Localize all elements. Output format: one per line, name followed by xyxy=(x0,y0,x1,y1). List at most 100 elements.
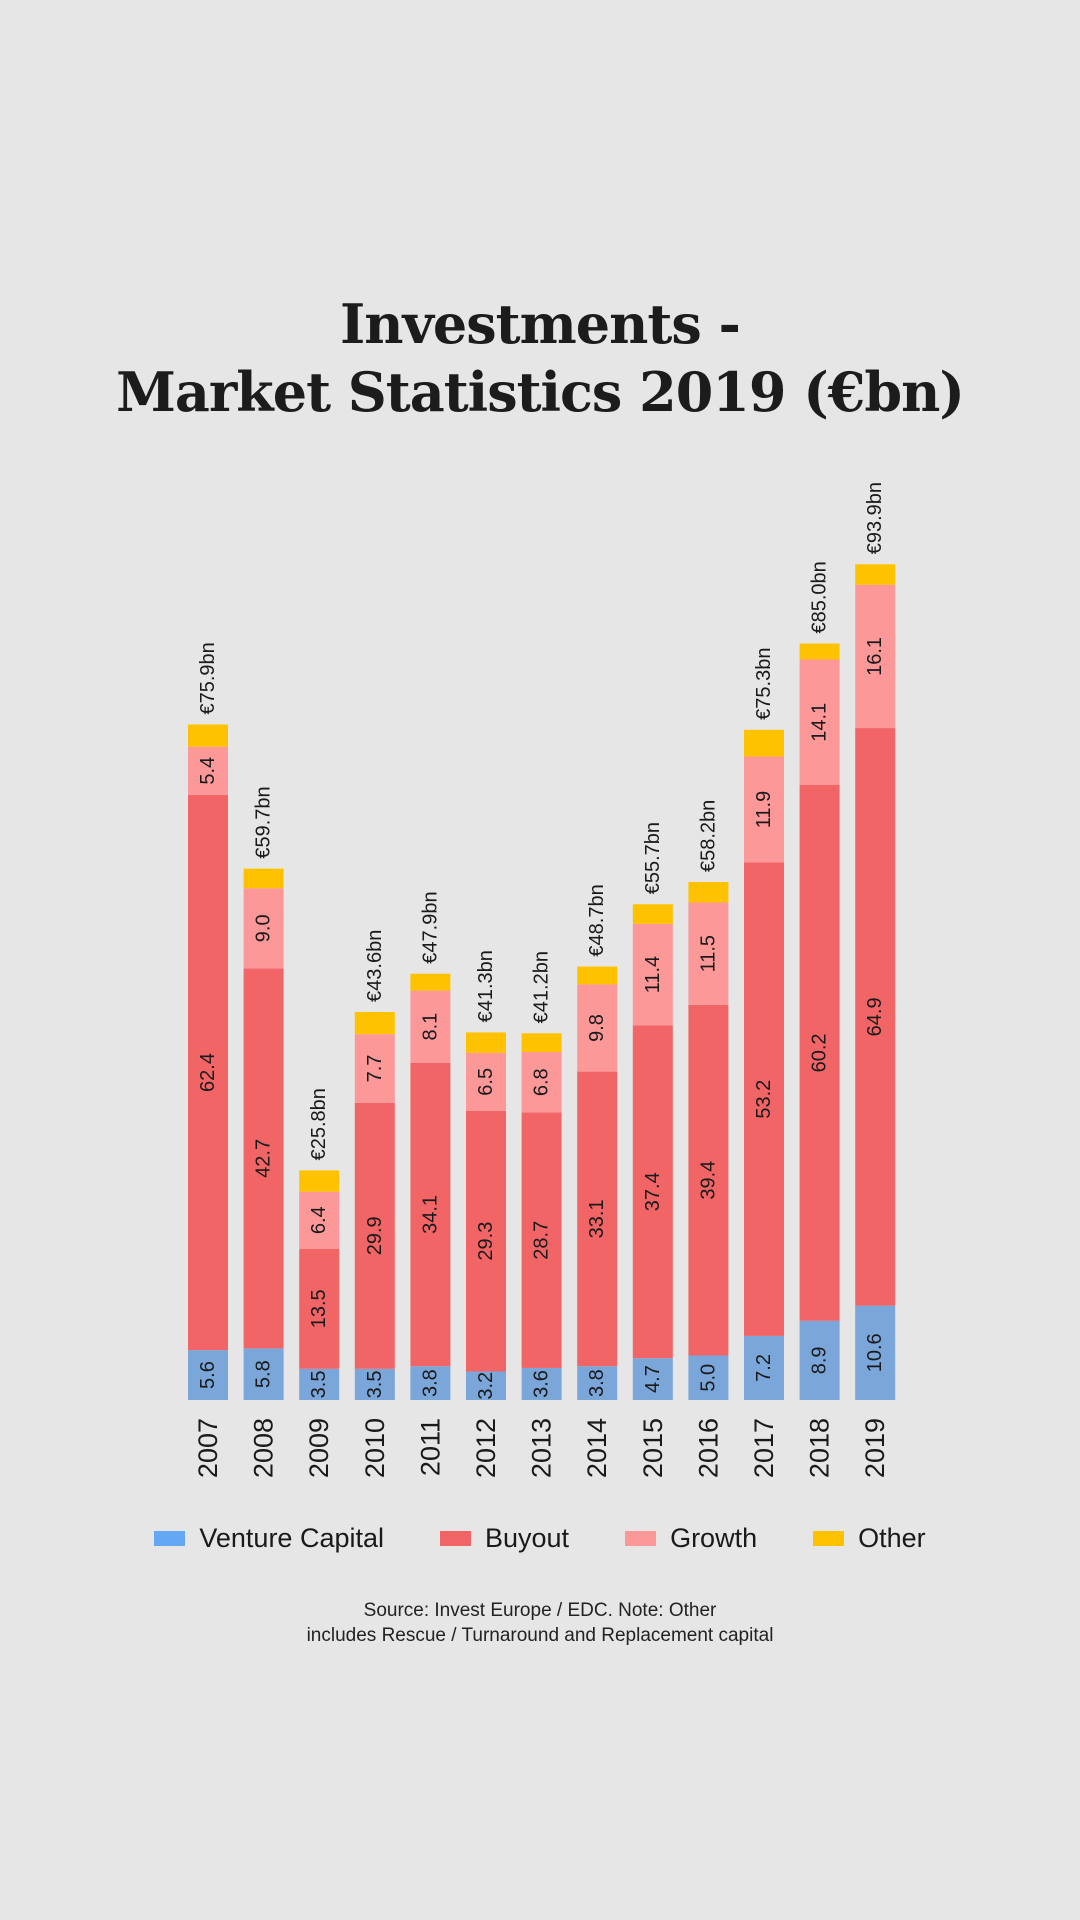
chart-title: Investments - Market Statistics 2019 (€b… xyxy=(0,290,1080,426)
data-label-buyout-2014: 33.1 xyxy=(586,1199,608,1238)
source-note-line-2: includes Rescue / Turnaround and Replace… xyxy=(306,1625,774,1646)
total-label-2019: €93.9bn xyxy=(864,482,886,554)
data-label-venture-capital-2019: 10.6 xyxy=(864,1333,886,1372)
data-label-growth-2018: 14.1 xyxy=(809,703,831,742)
legend-label-buyout: Buyout xyxy=(485,1523,570,1553)
data-label-buyout-2016: 39.4 xyxy=(697,1161,719,1200)
bar-segment-growth-2018 xyxy=(799,659,840,786)
data-label-growth-2009: 6.4 xyxy=(308,1206,330,1234)
legend-item-venture-capital: Venture Capital xyxy=(154,1523,384,1554)
legend-swatch-buyout xyxy=(440,1531,471,1546)
bar-segment-buyout-2018 xyxy=(799,785,840,1321)
bar-segment-growth-2013 xyxy=(521,1052,562,1113)
bar-segment-venture-capital-2012 xyxy=(466,1371,506,1400)
total-label-2012: €41.3bn xyxy=(475,950,497,1022)
data-label-venture-capital-2016: 5.0 xyxy=(697,1364,719,1392)
bar-segment-other-2012 xyxy=(466,1032,506,1053)
bar-segment-growth-2012 xyxy=(466,1052,506,1111)
legend-swatch-growth xyxy=(625,1531,657,1546)
bar-segment-buyout-2012 xyxy=(466,1110,506,1372)
data-label-buyout-2017: 53.2 xyxy=(753,1080,775,1119)
data-label-growth-2016: 11.5 xyxy=(697,935,719,972)
total-label-2013: €41.2bn xyxy=(531,951,553,1023)
legend-swatch-other xyxy=(813,1531,845,1546)
data-label-buyout-2009: 13.5 xyxy=(308,1289,330,1328)
total-label-2014: €48.7bn xyxy=(586,884,608,956)
bar-segment-buyout-2015 xyxy=(632,1025,673,1359)
bar-segment-buyout-2019 xyxy=(855,728,896,1306)
data-label-buyout-2012: 29.3 xyxy=(475,1222,497,1261)
bar-segment-other-2016 xyxy=(688,882,729,903)
data-label-venture-capital-2011: 3.8 xyxy=(419,1369,441,1397)
bar-segment-venture-capital-2013 xyxy=(521,1367,562,1400)
bar-segment-other-2013 xyxy=(521,1033,562,1053)
bar-segment-buyout-2009 xyxy=(299,1248,340,1369)
total-label-2017: €75.3bn xyxy=(753,648,775,720)
data-label-buyout-2013: 28.7 xyxy=(531,1221,553,1260)
bar-segment-venture-capital-2017 xyxy=(744,1335,784,1400)
bar-segment-growth-2015 xyxy=(632,923,673,1026)
bar-segment-other-2015 xyxy=(632,904,673,924)
x-tick-label-2019: 2019 xyxy=(860,1418,890,1478)
bar-segment-venture-capital-2010 xyxy=(354,1368,395,1400)
bar-segment-growth-2017 xyxy=(744,756,784,863)
bar-segment-venture-capital-2019 xyxy=(855,1305,896,1400)
bar-segment-other-2009 xyxy=(299,1170,340,1192)
bar-segment-other-2017 xyxy=(744,729,784,757)
bar-segment-other-2007 xyxy=(188,724,228,747)
total-label-2011: €47.9bn xyxy=(419,891,441,963)
data-label-growth-2019: 16.1 xyxy=(864,637,886,676)
x-tick-label-2011: 2011 xyxy=(415,1418,445,1476)
bar-segment-growth-2016 xyxy=(688,902,729,1005)
data-label-buyout-2018: 60.2 xyxy=(809,1033,831,1072)
bar-segment-buyout-2010 xyxy=(354,1102,395,1369)
bar-segment-growth-2009 xyxy=(299,1191,340,1249)
bar-segment-buyout-2007 xyxy=(188,794,228,1351)
total-label-2018: €85.0bn xyxy=(809,561,831,633)
bar-segment-other-2010 xyxy=(354,1011,395,1035)
legend-item-growth: Growth xyxy=(625,1523,757,1554)
bar-segment-buyout-2016 xyxy=(688,1004,729,1356)
bar-segment-buyout-2008 xyxy=(243,968,284,1349)
bar-segment-other-2011 xyxy=(410,973,451,991)
data-label-venture-capital-2018: 8.9 xyxy=(809,1346,831,1374)
x-tick-label-2016: 2016 xyxy=(693,1418,723,1478)
data-label-venture-capital-2012: 3.2 xyxy=(475,1372,497,1400)
x-tick-label-2010: 2010 xyxy=(360,1418,390,1478)
data-label-growth-2012: 6.5 xyxy=(475,1068,497,1096)
data-label-venture-capital-2007: 5.6 xyxy=(197,1361,219,1389)
bar-segment-buyout-2013 xyxy=(521,1112,562,1368)
bar-segment-other-2019 xyxy=(855,564,896,585)
x-tick-label-2009: 2009 xyxy=(304,1418,334,1478)
total-label-2016: €58.2bn xyxy=(697,800,719,872)
data-label-growth-2008: 9.0 xyxy=(253,914,275,942)
legend-item-other: Other xyxy=(813,1523,926,1554)
legend-label-growth: Growth xyxy=(670,1523,758,1553)
total-label-2009: €25.8bn xyxy=(308,1088,330,1160)
bar-segment-venture-capital-2018 xyxy=(799,1320,840,1400)
data-label-venture-capital-2014: 3.8 xyxy=(586,1369,608,1397)
bar-segment-venture-capital-2016 xyxy=(688,1355,729,1400)
bar-segment-venture-capital-2009 xyxy=(299,1368,340,1400)
total-label-2007: €75.9bn xyxy=(197,642,219,714)
x-tick-label-2017: 2017 xyxy=(749,1418,779,1478)
bar-segment-venture-capital-2015 xyxy=(632,1358,673,1400)
data-label-venture-capital-2009: 3.5 xyxy=(308,1371,330,1399)
source-note-line-1: Source: Invest Europe / EDC. Note: Other xyxy=(363,1600,717,1621)
chart-title-line-1: Investments - xyxy=(340,292,741,356)
data-label-growth-2010: 7.7 xyxy=(364,1055,386,1083)
bar-segment-venture-capital-2011 xyxy=(410,1366,451,1400)
x-tick-label-2008: 2008 xyxy=(249,1418,279,1478)
data-label-venture-capital-2010: 3.5 xyxy=(364,1371,386,1399)
data-label-buyout-2010: 29.9 xyxy=(364,1216,386,1255)
x-tick-label-2012: 2012 xyxy=(471,1418,501,1478)
data-label-buyout-2015: 37.4 xyxy=(642,1172,664,1211)
bar-segment-venture-capital-2008 xyxy=(243,1348,284,1400)
data-label-growth-2017: 11.9 xyxy=(753,791,775,828)
bar-segment-buyout-2014 xyxy=(577,1071,618,1367)
bar-segment-growth-2007 xyxy=(188,746,228,795)
legend-swatch-venture-capital xyxy=(154,1531,186,1546)
bar-segment-growth-2010 xyxy=(354,1034,395,1103)
bar-segment-venture-capital-2014 xyxy=(577,1366,618,1400)
data-label-venture-capital-2013: 3.6 xyxy=(531,1370,553,1398)
